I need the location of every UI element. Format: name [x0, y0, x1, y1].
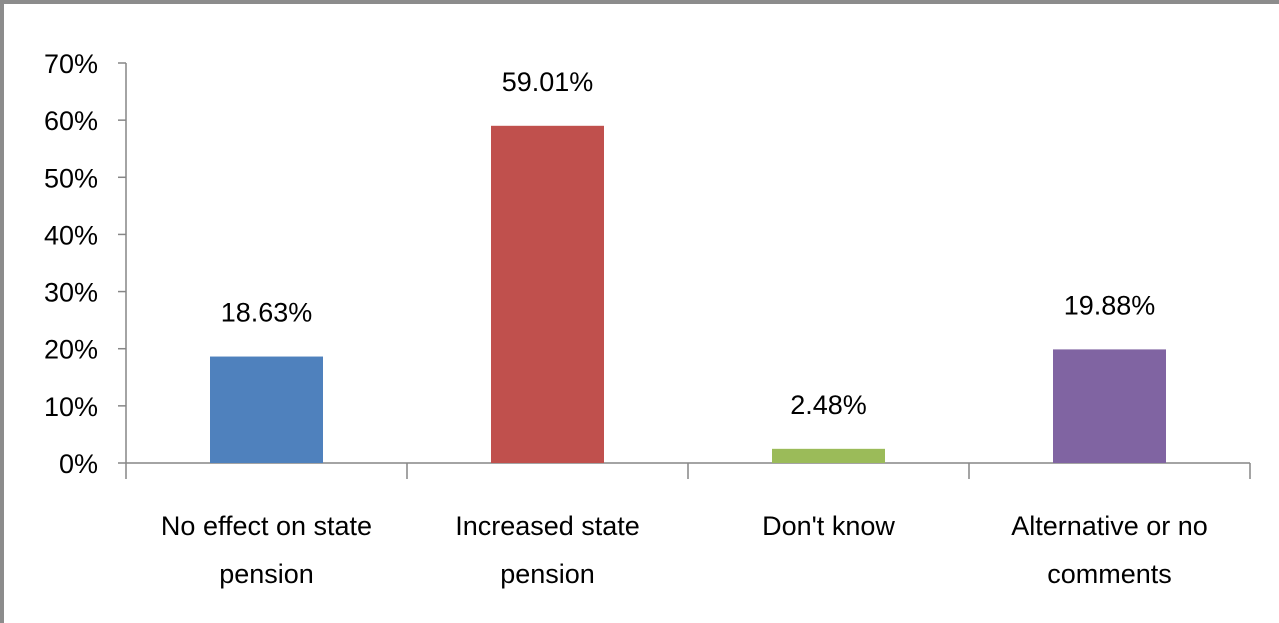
bar [491, 125, 604, 464]
data-label: 18.63% [221, 298, 313, 328]
y-tick-label: 30% [44, 278, 98, 308]
y-tick-label: 50% [44, 163, 98, 193]
y-tick-label: 60% [44, 106, 98, 136]
y-tick-label: 70% [44, 49, 98, 79]
y-tick-label: 0% [59, 449, 98, 479]
x-tick-label: Increased state [455, 511, 640, 541]
bar [772, 448, 885, 463]
y-tick-label: 10% [44, 392, 98, 422]
x-tick-label: comments [1047, 559, 1172, 589]
bar [210, 356, 323, 463]
labels: 18.63% No effect on state pension 59.01% Inc… [161, 67, 1208, 589]
data-label: 59.01% [502, 67, 594, 97]
bars [210, 125, 1166, 464]
x-tick-label: pension [500, 559, 595, 589]
x-tick-label: No effect on state [161, 511, 372, 541]
x-tick-label: Don't know [762, 511, 895, 541]
x-tick-label: Alternative or no [1011, 511, 1208, 541]
y-tick-label: 20% [44, 335, 98, 365]
data-label: 19.88% [1064, 290, 1156, 320]
bar [1053, 349, 1166, 463]
data-label: 2.48% [790, 390, 867, 420]
x-tick-label: pension [219, 559, 314, 589]
y-tick-label: 40% [44, 220, 98, 250]
